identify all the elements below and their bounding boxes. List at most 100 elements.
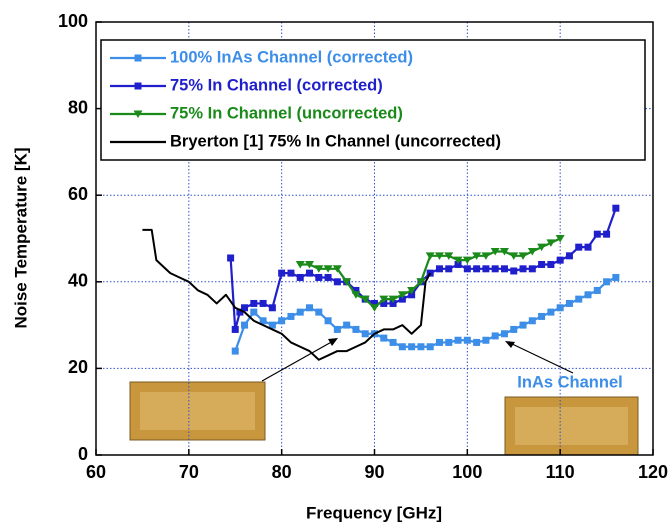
data-point: [482, 265, 489, 272]
data-point: [538, 261, 545, 268]
arrow-head: [328, 338, 338, 346]
data-point: [278, 270, 285, 277]
data-point: [232, 348, 239, 355]
data-point: [482, 337, 489, 344]
x-tick-label: 80: [272, 462, 292, 482]
x-tick-label: 60: [86, 462, 106, 482]
data-point: [547, 309, 554, 316]
y-tick-label: 80: [68, 97, 88, 117]
data-point: [334, 326, 341, 333]
data-point: [315, 309, 322, 316]
data-point: [556, 235, 565, 243]
data-point: [351, 291, 360, 299]
data-point: [492, 332, 499, 339]
data-point: [297, 309, 304, 316]
data-point: [492, 265, 499, 272]
data-point: [520, 322, 527, 329]
data-point: [566, 252, 573, 259]
data-point: [417, 343, 424, 350]
data-point: [269, 304, 276, 311]
legend: 100% InAs Channel (corrected) 75% In Chan…: [101, 40, 645, 160]
x-axis-label: Frequency [GHz]: [306, 503, 442, 522]
data-point: [352, 326, 359, 333]
legend-marker: [135, 55, 142, 62]
y-tick-label: 40: [68, 271, 88, 291]
data-point: [501, 330, 508, 337]
data-point: [315, 274, 322, 281]
data-point: [594, 231, 601, 238]
data-point: [250, 300, 257, 307]
y-tick-label: 0: [78, 444, 88, 464]
data-point: [334, 278, 341, 285]
x-tick-label: 90: [364, 462, 384, 482]
legend-label: 75% In Channel (corrected): [170, 76, 383, 94]
data-point: [575, 244, 582, 251]
data-point: [529, 265, 536, 272]
y-tick-label: 20: [68, 357, 88, 377]
data-point: [241, 322, 248, 329]
x-tick-label: 110: [546, 462, 575, 482]
data-point: [325, 317, 332, 324]
y-axis-label: Noise Temperature [K]: [11, 147, 30, 328]
data-point: [528, 248, 537, 256]
x-tick-label: 70: [179, 462, 199, 482]
legend-marker: [135, 83, 142, 90]
data-point: [546, 239, 555, 247]
data-point: [445, 339, 452, 346]
legend-label: 100% InAs Channel (corrected): [170, 48, 413, 66]
data-point: [585, 291, 592, 298]
data-point: [232, 326, 239, 333]
x-tick-label: 100: [452, 462, 482, 482]
y-tick-label: 100: [58, 11, 88, 31]
data-point: [436, 265, 443, 272]
data-point: [529, 317, 536, 324]
data-point: [343, 322, 350, 329]
data-point: [510, 267, 517, 274]
chip-detail: [515, 407, 628, 445]
data-point: [445, 265, 452, 272]
data-point: [260, 300, 267, 307]
x-tick-label: 120: [638, 462, 668, 482]
data-point: [287, 270, 294, 277]
data-point: [612, 205, 619, 212]
legend-label: Bryerton [1] 75% In Channel (uncorrected…: [170, 132, 501, 150]
data-point: [603, 278, 610, 285]
data-point: [287, 313, 294, 320]
data-point: [455, 337, 462, 344]
chart: Frequency [GHz] Noise Temperature [K] 60…: [0, 0, 671, 527]
data-point: [325, 274, 332, 281]
data-point: [538, 313, 545, 320]
annotation: InAs Channel: [517, 373, 622, 391]
data-point: [510, 326, 517, 333]
data-point: [278, 317, 285, 324]
data-point: [306, 270, 313, 277]
data-point: [585, 244, 592, 251]
data-point: [566, 300, 573, 307]
data-point: [464, 265, 471, 272]
data-point: [306, 304, 313, 311]
data-point: [250, 309, 257, 316]
chip-detail: [140, 392, 255, 430]
data-point: [390, 339, 397, 346]
data-point: [594, 287, 601, 294]
data-point: [557, 257, 564, 264]
data-point: [575, 296, 582, 303]
legend-label: 75% In Channel (uncorrected): [170, 104, 403, 122]
data-point: [370, 304, 379, 312]
data-point: [612, 274, 619, 281]
chip-photos: [130, 382, 638, 455]
data-point: [473, 265, 480, 272]
data-point: [427, 343, 434, 350]
data-point: [227, 254, 234, 261]
data-point: [537, 244, 546, 252]
data-point: [408, 343, 415, 350]
data-point: [399, 343, 406, 350]
data-point: [297, 274, 304, 281]
data-point: [436, 339, 443, 346]
data-point: [547, 261, 554, 268]
data-point: [501, 265, 508, 272]
data-point: [380, 335, 387, 342]
data-point: [473, 339, 480, 346]
data-point: [362, 330, 369, 337]
data-point: [520, 265, 527, 272]
